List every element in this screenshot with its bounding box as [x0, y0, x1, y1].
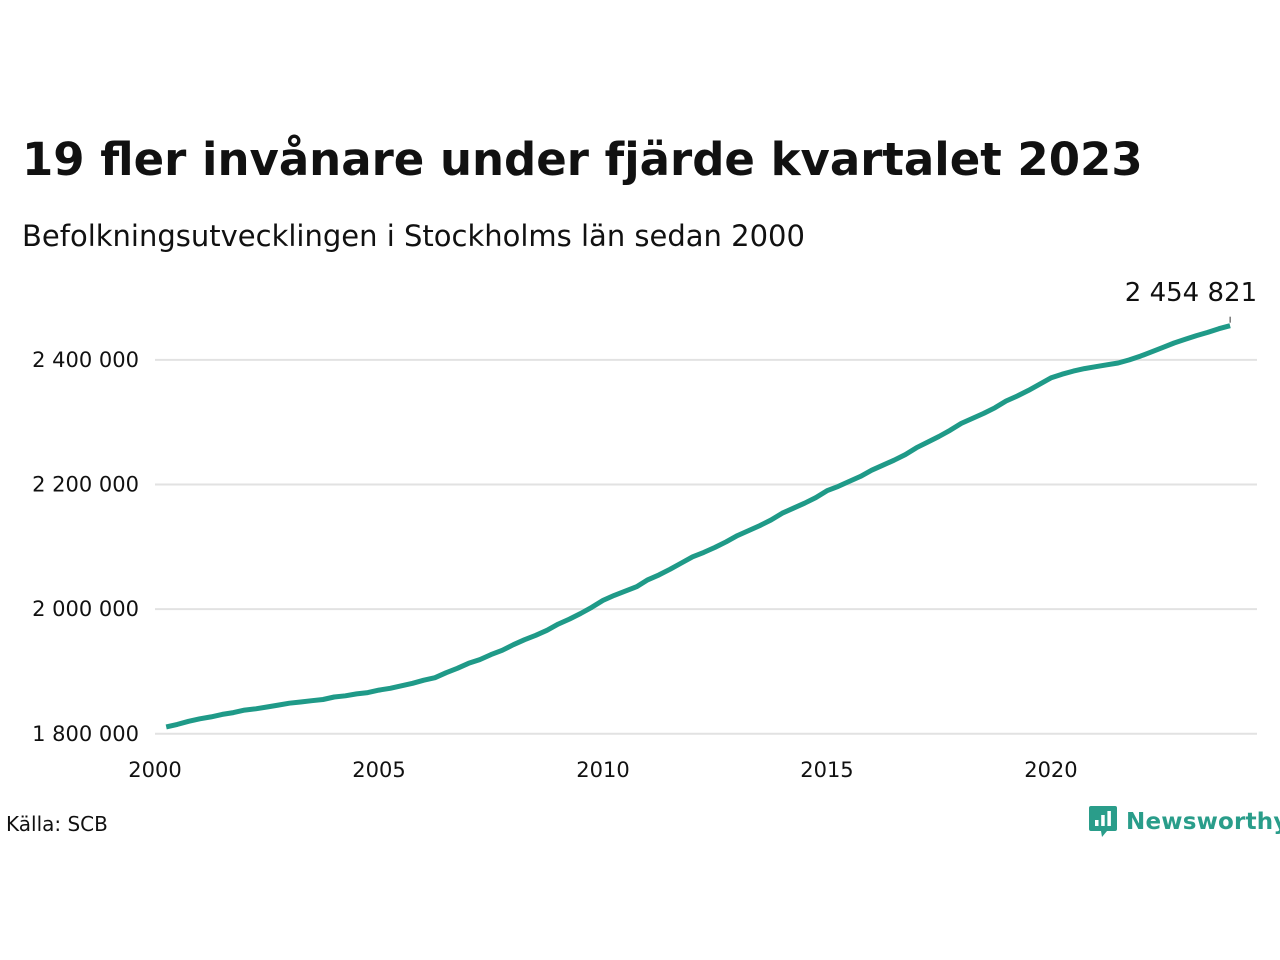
x-tick-label: 2005 — [352, 758, 405, 782]
brand-logo[interactable]: Newsworthy — [1088, 802, 1280, 842]
chart-subtitle: Befolkningsutvecklingen i Stockholms län… — [22, 219, 805, 253]
y-tick-label: 1 800 000 — [32, 722, 139, 746]
newsworthy-chart-bubble-icon — [1089, 806, 1117, 837]
x-tick-label: 2010 — [576, 758, 629, 782]
source-note: Källa: SCB — [6, 812, 108, 836]
series-layer — [165, 323, 1231, 730]
chart-title: 19 fler invånare under fjärde kvartalet … — [22, 133, 1143, 186]
x-axis-tick-labels: 2000 2005 2010 2015 2020 — [128, 758, 1077, 782]
population-series-line — [165, 323, 1231, 730]
y-tick-label: 2 400 000 — [32, 348, 139, 372]
x-tick-label: 2000 — [128, 758, 181, 782]
annotations: 2 454 821 — [1125, 278, 1257, 323]
brand-name: Newsworthy — [1126, 809, 1280, 835]
gridlines — [155, 358, 1257, 735]
x-tick-label: 2015 — [800, 758, 853, 782]
y-axis-tick-labels: 1 800 000 2 000 000 2 200 000 2 400 000 — [32, 348, 139, 746]
x-tick-label: 2020 — [1024, 758, 1077, 782]
y-tick-label: 2 200 000 — [32, 472, 139, 496]
y-tick-label: 2 000 000 — [32, 597, 139, 621]
end-value-label: 2 454 821 — [1125, 278, 1257, 308]
